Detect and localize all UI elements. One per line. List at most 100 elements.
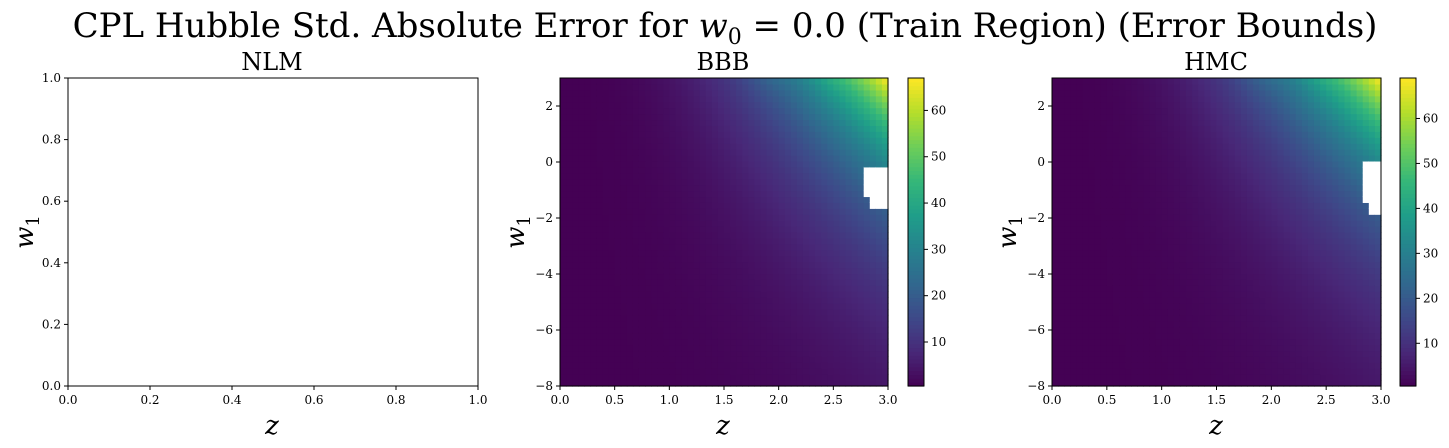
heat-cell [608,119,616,126]
heat-cell [857,83,865,91]
heat-cell [1277,83,1285,91]
heat-cell [1210,184,1218,192]
heat-cell [1070,356,1077,363]
heat-cell [1204,326,1211,334]
heat-cell [730,131,737,138]
heat-cell [626,309,634,316]
heat-cell [675,314,683,322]
heat-cell [766,101,774,109]
heat-cell [1283,95,1291,103]
heat-cell [754,279,762,286]
heat-cell [851,137,859,144]
heat-cell [1265,107,1272,115]
heat-cell [584,143,591,150]
heat-cell [578,332,585,340]
heat-cell [1246,149,1254,156]
heat-cell [711,314,719,322]
heat-cell [1161,214,1169,221]
heat-cell [821,149,828,156]
heat-cell [675,202,683,209]
heat-cell [742,208,749,215]
heat-cell [1155,356,1163,363]
heat-cell [614,285,622,292]
heat-cell [1064,237,1071,245]
heat-cell [566,119,573,126]
heat-cell [1259,83,1266,91]
heat-cell [1198,160,1205,168]
heat-cell [821,196,828,203]
heat-cell [560,320,567,328]
heat-cell [881,160,889,168]
heat-cell [851,380,859,387]
heat-cell [863,184,871,192]
heat-cell [1137,89,1144,97]
heat-cell [845,261,853,269]
heat-cell [1265,303,1272,310]
heat-cell [863,190,871,198]
heat-cell [730,332,737,340]
heat-cell [1228,89,1236,97]
heat-cell [778,332,786,340]
heat-cell [705,89,713,97]
heat-cell [1149,166,1157,174]
heat-cell [1246,190,1254,198]
heat-cell [596,309,604,316]
heat-cell [796,160,804,168]
heat-cell [863,172,871,180]
heat-cell [790,166,798,174]
heat-cell [717,101,725,109]
heat-cell [681,196,689,203]
heat-cell [1112,155,1120,162]
heat-cell [651,249,658,257]
heat-cell [760,220,768,227]
heat-cell [687,220,695,227]
heat-cell [1186,226,1193,233]
heat-cell [1088,309,1096,316]
heat-cell [875,166,883,174]
heat-cell [1253,149,1260,156]
heat-cell [717,362,725,369]
heat-cell [578,196,585,203]
heat-cell [681,107,689,115]
heat-cell [1137,101,1144,109]
heat-cell [845,143,853,150]
heat-cell [1173,232,1181,239]
heat-cell [742,285,749,292]
heat-cell [1076,160,1084,168]
heat-cell [1234,249,1242,257]
heat-cell [608,255,616,263]
heat-cell [1271,350,1279,357]
heat-cell [1277,279,1285,286]
heat-cell [1240,285,1248,292]
heat-cell [796,243,804,251]
heat-cell [796,172,804,180]
heat-cell [663,338,670,346]
heat-cell [596,285,604,292]
heat-cell [675,143,683,150]
heat-cell [1088,291,1096,298]
heat-cell [1082,119,1090,126]
heat-cell [736,220,743,227]
heat-cell [790,309,798,316]
heat-cell [1179,297,1187,304]
heat-cell [1131,172,1138,180]
heat-cell [1204,226,1211,233]
heat-cell [578,160,585,168]
heat-cell [1058,237,1065,245]
heat-cell [638,119,646,126]
heat-cell [1216,326,1224,334]
heat-cell [1265,344,1272,352]
heat-cell [1222,350,1230,357]
heat-cell [809,356,816,363]
heat-cell [602,309,610,316]
heat-cell [784,95,792,103]
heat-cell [839,332,847,340]
heat-cell [1143,326,1151,334]
heat-cell [687,285,695,292]
heat-cell [578,149,585,156]
heat-cell [1240,255,1248,263]
heat-cell [693,350,701,357]
heat-cell [833,125,840,132]
heat-cell [845,190,853,198]
heat-cell [863,261,871,269]
